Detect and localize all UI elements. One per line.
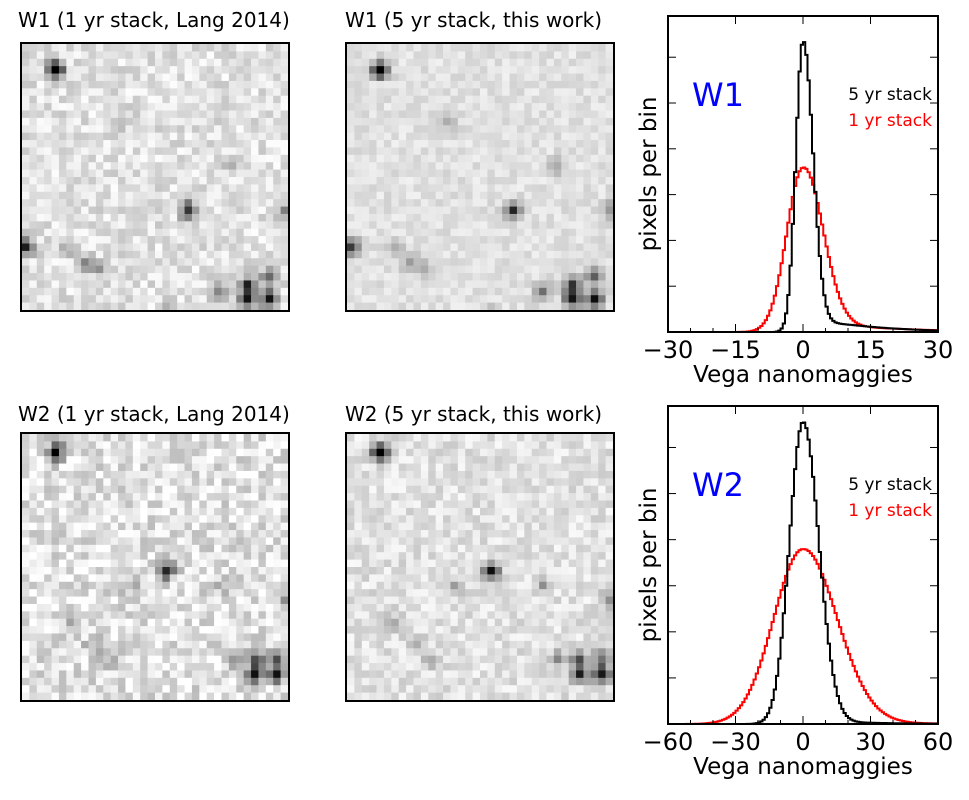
w2-1yr-title: W2 (1 yr stack, Lang 2014) bbox=[18, 402, 290, 426]
x-axis-label: Vega nanomaggies bbox=[693, 362, 913, 388]
w2-1yr-noise-image bbox=[22, 434, 288, 700]
x-tick-label: 30 bbox=[923, 336, 954, 364]
plot-frame bbox=[667, 405, 939, 725]
w2-5yr-title: W2 (5 yr stack, this work) bbox=[345, 402, 603, 426]
y-axis-label: pixels per bin bbox=[636, 488, 662, 643]
band-label: W1 bbox=[692, 76, 744, 114]
x-tick-label: −30 bbox=[643, 336, 694, 364]
series-line-5yr bbox=[668, 421, 938, 725]
x-tick-label: −30 bbox=[710, 728, 761, 756]
series-line-1yr bbox=[668, 166, 938, 333]
w1-1yr-image bbox=[20, 42, 290, 312]
w2-1yr-image bbox=[20, 432, 290, 702]
band-label: W2 bbox=[692, 466, 744, 504]
x-tick-label: 0 bbox=[795, 336, 810, 364]
w1-5yr-noise-image bbox=[347, 44, 613, 310]
y-axis-label: pixels per bin bbox=[636, 97, 662, 252]
legend-entry-1yr: 1 yr stack bbox=[848, 111, 932, 131]
w1-5yr-image bbox=[345, 42, 615, 312]
w2-5yr-image bbox=[345, 432, 615, 702]
x-axis-label: Vega nanomaggies bbox=[693, 754, 913, 780]
series-line-1yr bbox=[668, 548, 938, 725]
legend-entry-1yr: 1 yr stack bbox=[848, 501, 932, 521]
w1-1yr-noise-image bbox=[22, 44, 288, 310]
x-tick-label: 15 bbox=[855, 336, 886, 364]
w1-5yr-title: W1 (5 yr stack, this work) bbox=[345, 8, 603, 32]
x-tick-label: 30 bbox=[855, 728, 886, 756]
w1-histogram-chart: −30 −15 0 15 30 Vega nanomaggies pixels per bi… bbox=[636, 15, 954, 388]
legend-entry-5yr: 5 yr stack bbox=[848, 475, 932, 495]
x-tick-label: −15 bbox=[710, 336, 761, 364]
x-tick-label: −60 bbox=[643, 728, 694, 756]
x-tick-label: 0 bbox=[795, 728, 810, 756]
x-tick-label: 60 bbox=[923, 728, 954, 756]
w1-1yr-title: W1 (1 yr stack, Lang 2014) bbox=[18, 8, 290, 32]
plot-frame bbox=[667, 15, 939, 333]
legend-entry-5yr: 5 yr stack bbox=[848, 85, 932, 105]
w2-5yr-noise-image bbox=[347, 434, 613, 700]
